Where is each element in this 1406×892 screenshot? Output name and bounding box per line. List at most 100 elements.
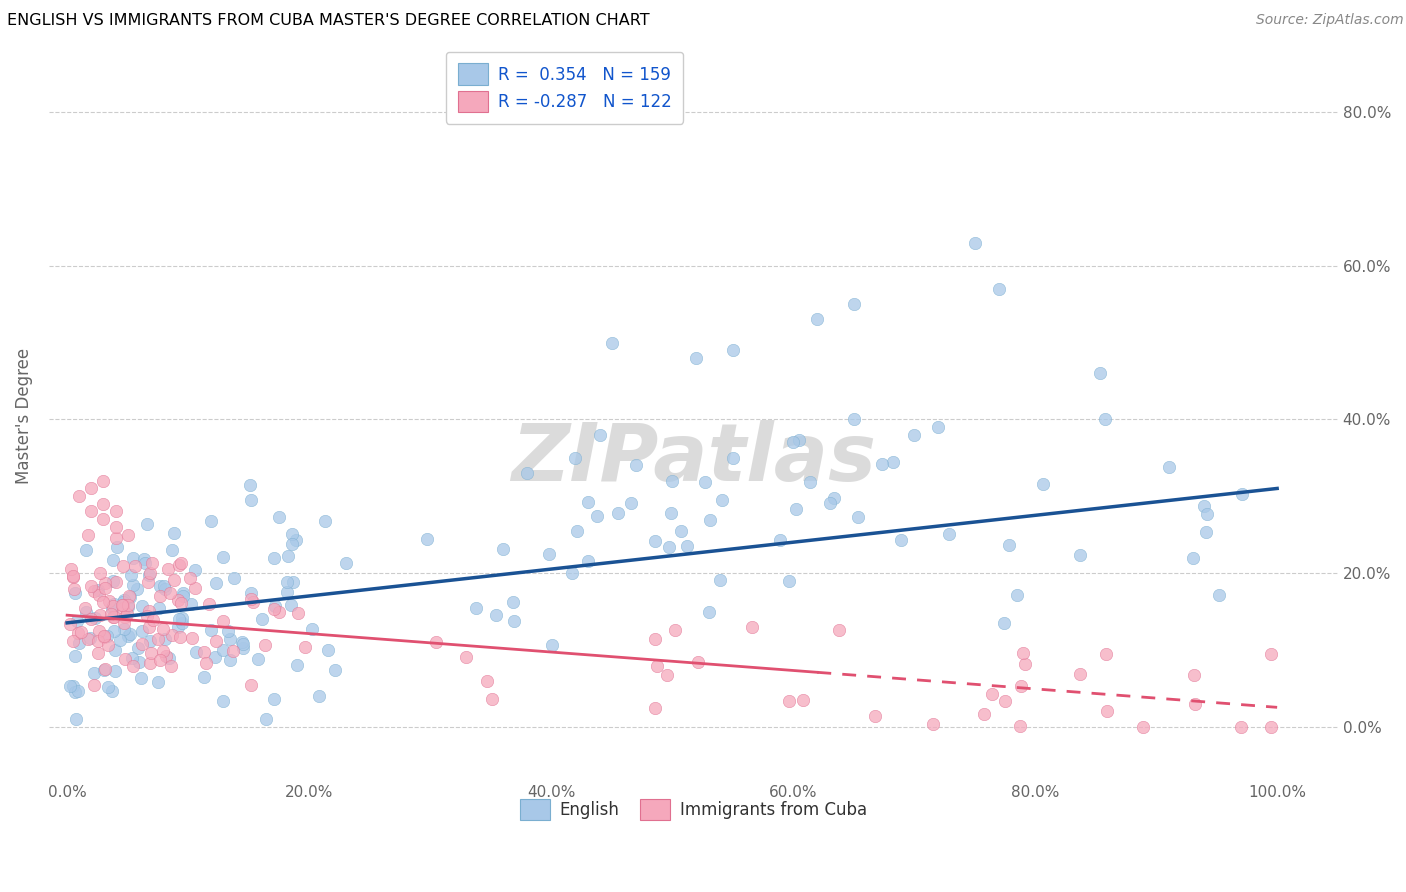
Point xyxy=(59,562,82,576)
Point xyxy=(211,614,233,628)
Point xyxy=(153,582,176,597)
Point xyxy=(120,567,142,582)
Point xyxy=(993,616,1015,631)
Point xyxy=(170,596,193,610)
Point xyxy=(516,466,538,480)
Point xyxy=(263,602,285,616)
Point xyxy=(253,638,276,652)
Point xyxy=(104,520,127,534)
Point xyxy=(502,595,524,609)
Point xyxy=(644,632,666,646)
Text: Source: ZipAtlas.com: Source: ZipAtlas.com xyxy=(1256,13,1403,28)
Point xyxy=(785,502,807,516)
Point xyxy=(301,622,323,636)
Point xyxy=(167,558,190,573)
Point xyxy=(87,633,110,648)
Point xyxy=(149,589,172,603)
Point xyxy=(475,674,498,689)
Point xyxy=(239,478,262,492)
Point xyxy=(1014,657,1036,671)
Point xyxy=(97,594,120,608)
Point xyxy=(200,514,222,528)
Point xyxy=(721,450,744,465)
Point xyxy=(184,581,207,595)
Point xyxy=(167,593,190,607)
Point xyxy=(1011,646,1033,660)
Point xyxy=(77,632,100,646)
Point xyxy=(83,584,105,599)
Point xyxy=(93,631,115,645)
Point xyxy=(782,435,804,450)
Point xyxy=(1095,704,1118,718)
Point xyxy=(138,574,160,589)
Point xyxy=(93,663,115,677)
Point xyxy=(659,506,682,520)
Point xyxy=(59,679,82,693)
Point xyxy=(195,656,218,670)
Point xyxy=(87,583,110,598)
Point xyxy=(63,586,86,600)
Point xyxy=(114,652,136,666)
Point xyxy=(103,624,125,638)
Point xyxy=(316,643,339,657)
Point xyxy=(541,638,564,652)
Point xyxy=(138,634,160,648)
Point xyxy=(710,492,733,507)
Point xyxy=(280,537,302,551)
Point xyxy=(600,335,623,350)
Point xyxy=(124,558,146,573)
Point xyxy=(66,615,89,629)
Point xyxy=(671,524,693,538)
Point xyxy=(818,495,841,509)
Point xyxy=(152,644,174,658)
Point xyxy=(70,625,93,640)
Point xyxy=(94,662,117,676)
Point xyxy=(709,573,731,587)
Point xyxy=(163,525,186,540)
Point xyxy=(222,644,245,658)
Point xyxy=(685,351,707,365)
Text: ENGLISH VS IMMIGRANTS FROM CUBA MASTER'S DEGREE CORRELATION CHART: ENGLISH VS IMMIGRANTS FROM CUBA MASTER'S… xyxy=(7,13,650,29)
Point xyxy=(112,600,135,615)
Point xyxy=(138,566,160,580)
Point xyxy=(973,706,995,721)
Point xyxy=(67,636,90,650)
Point xyxy=(806,312,828,326)
Point xyxy=(127,641,149,656)
Point xyxy=(93,497,115,511)
Point xyxy=(218,632,240,647)
Point xyxy=(308,689,330,703)
Point xyxy=(148,600,170,615)
Point xyxy=(103,610,125,624)
Point xyxy=(83,678,105,692)
Point xyxy=(87,624,110,638)
Point xyxy=(997,538,1019,552)
Point xyxy=(586,508,609,523)
Point xyxy=(169,556,191,570)
Point xyxy=(1260,647,1282,661)
Point xyxy=(198,598,221,612)
Point xyxy=(561,566,583,581)
Point xyxy=(184,563,207,577)
Point xyxy=(157,650,180,665)
Point xyxy=(139,657,162,671)
Point xyxy=(62,679,84,693)
Point xyxy=(576,495,599,509)
Point xyxy=(152,579,174,593)
Point xyxy=(721,343,744,358)
Point xyxy=(1088,366,1111,380)
Point xyxy=(1008,718,1031,732)
Text: ZIPatlas: ZIPatlas xyxy=(510,420,876,499)
Point xyxy=(285,658,308,673)
Point xyxy=(170,615,193,630)
Point xyxy=(112,598,135,612)
Point xyxy=(73,601,96,615)
Point xyxy=(117,599,139,613)
Point xyxy=(828,623,851,637)
Point xyxy=(1192,500,1215,514)
Point xyxy=(121,650,143,665)
Point xyxy=(987,282,1010,296)
Point xyxy=(65,712,87,726)
Point xyxy=(503,614,526,628)
Point xyxy=(117,527,139,541)
